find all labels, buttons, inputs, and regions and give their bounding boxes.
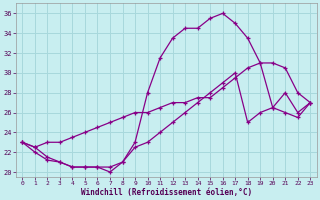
X-axis label: Windchill (Refroidissement éolien,°C): Windchill (Refroidissement éolien,°C)	[81, 188, 252, 197]
